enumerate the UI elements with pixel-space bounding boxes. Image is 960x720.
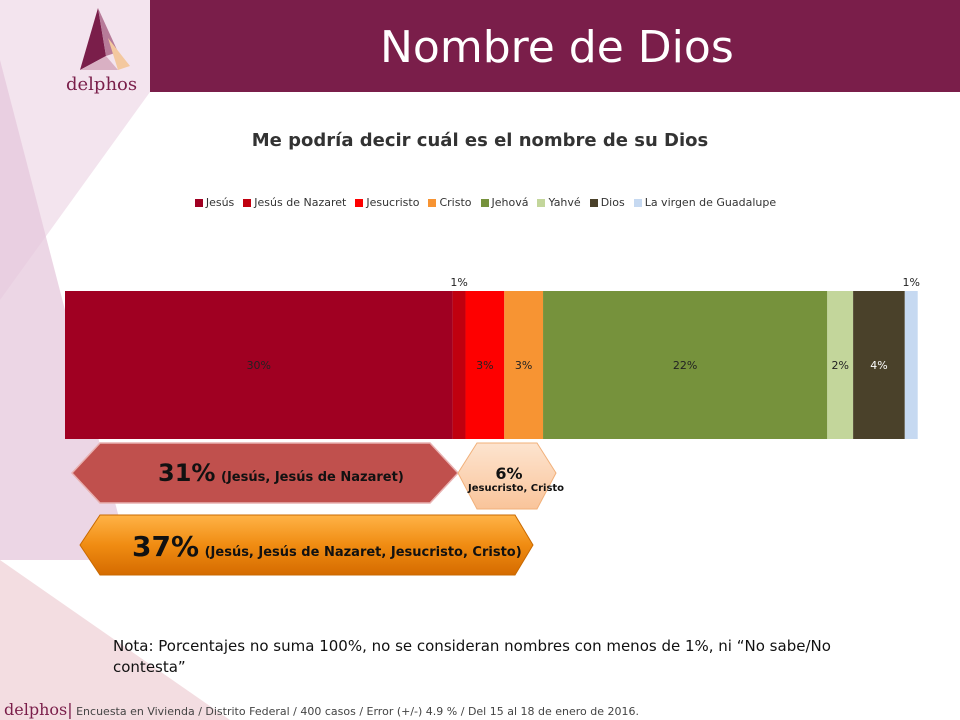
- legend-label: Cristo: [439, 196, 472, 209]
- bar-segment: [904, 291, 918, 439]
- footer: delphos| Encuesta en Vivienda / Distrito…: [4, 700, 639, 719]
- legend-swatch: [428, 198, 437, 207]
- delphos-logo-icon: [80, 8, 130, 70]
- legend-swatch: [480, 198, 489, 207]
- legend-swatch: [194, 198, 203, 207]
- legend-item: Jesús: [194, 196, 235, 209]
- legend-label: La virgen de Guadalupe: [644, 196, 777, 209]
- callout-37-text: 37% (Jesús, Jesús de Nazaret, Jesucristo…: [132, 530, 522, 563]
- legend-item: Jesucristo: [355, 196, 419, 209]
- legend-label: Jesús de Nazaret: [254, 196, 347, 209]
- bar-segment: [504, 291, 544, 439]
- callout-37-detail: (Jesús, Jesús de Nazaret, Jesucristo, Cr…: [204, 545, 522, 560]
- chart-legend: Jesús Jesús de Nazaret Jesucristo Cristo Jeh…: [0, 196, 960, 209]
- bar-value-label: 1%: [903, 276, 920, 289]
- legend-item: Cristo: [428, 196, 472, 209]
- bar-value-label: 30%: [247, 359, 271, 372]
- legend-label: Jehová: [491, 196, 529, 209]
- legend-item: Yahvé: [537, 196, 581, 209]
- footnote: Nota: Porcentajes no suma 100%, no se co…: [113, 637, 831, 676]
- bar-segment: [827, 291, 854, 439]
- bar-segment: [465, 291, 505, 439]
- callout-6-text: 6% Jesucristo, Cristo: [468, 464, 565, 496]
- bar-value-label: 3%: [515, 359, 532, 372]
- page-title: Nombre de Dios: [380, 22, 734, 73]
- legend-label: Dios: [600, 196, 625, 209]
- callout-31-detail: (Jesús, Jesús de Nazaret): [221, 470, 404, 485]
- header-bar: [150, 0, 960, 92]
- footer-logo: delphos: [4, 700, 68, 719]
- legend-label: Jesús: [205, 196, 235, 209]
- bar-segment: [853, 291, 905, 439]
- callout-37-pct: 37%: [132, 530, 200, 563]
- legend-swatch: [355, 198, 364, 207]
- bar-value-label: 3%: [476, 359, 493, 372]
- footer-divider: |: [67, 700, 73, 719]
- callout-arrow-37: [79, 514, 534, 576]
- callout-6-detail: Jesucristo, Cristo: [468, 483, 565, 494]
- legend-item: Jehová: [480, 196, 529, 209]
- bar-value-label: 2%: [831, 359, 848, 372]
- callout-arrow-6: [457, 442, 557, 510]
- bar-segment: [65, 291, 453, 439]
- legend-item: La virgen de Guadalupe: [633, 196, 777, 209]
- legend-label: Yahvé: [548, 196, 581, 209]
- stacked-bar-chart: 30% 1% 3% 3% 22% 2% 4% 1%: [65, 276, 920, 576]
- callout-31-text: 31% (Jesús, Jesús de Nazaret): [158, 459, 404, 487]
- bar-value-label: 4%: [870, 359, 887, 372]
- bar-segment: [543, 291, 828, 439]
- logo-text: delphos: [66, 74, 138, 95]
- footer-text: Encuesta en Vivienda / Distrito Federal …: [76, 705, 640, 718]
- legend-item: Dios: [589, 196, 625, 209]
- legend-swatch: [589, 198, 598, 207]
- legend-swatch: [243, 198, 252, 207]
- callout-6-pct: 6%: [495, 464, 523, 483]
- chart-title: Me podría decir cuál es el nombre de su …: [251, 130, 709, 151]
- bar-value-label: 1%: [450, 276, 467, 289]
- legend-swatch: [633, 198, 642, 207]
- legend-item: Jesús de Nazaret: [243, 196, 346, 209]
- legend-label: Jesucristo: [366, 196, 420, 209]
- bar-segment: [452, 291, 466, 439]
- bar-value-label: 22%: [673, 359, 697, 372]
- legend-swatch: [537, 198, 546, 207]
- callout-31-pct: 31%: [158, 459, 216, 487]
